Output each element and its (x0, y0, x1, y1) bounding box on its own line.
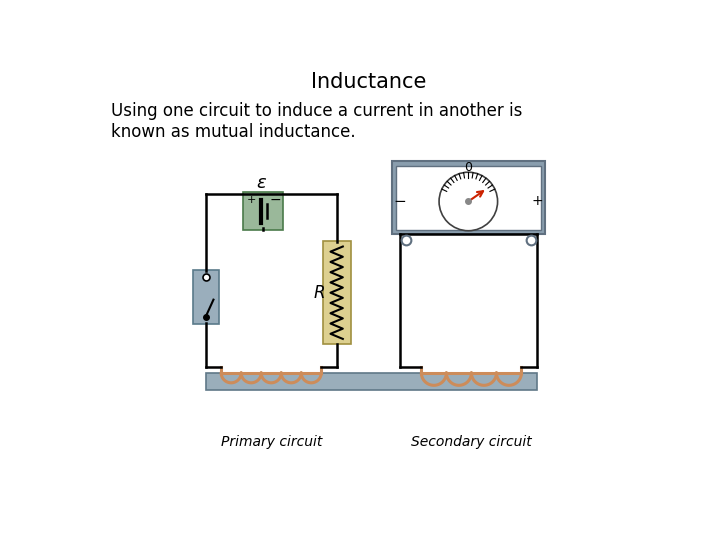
Bar (396, 166, 541, 231)
Text: ε: ε (256, 174, 266, 192)
Bar (206, 373, 537, 390)
FancyBboxPatch shape (193, 271, 219, 323)
Text: −: − (269, 193, 281, 207)
Bar (392, 161, 544, 234)
Text: Inductance: Inductance (311, 72, 427, 92)
FancyBboxPatch shape (243, 192, 283, 231)
Text: Primary circuit: Primary circuit (220, 435, 322, 449)
Circle shape (439, 172, 498, 231)
Text: 0: 0 (464, 161, 472, 174)
Text: Using one circuit to induce a current in another is
known as mutual inductance.: Using one circuit to induce a current in… (111, 102, 523, 140)
Text: +: + (247, 195, 256, 205)
Text: R: R (314, 284, 325, 302)
Text: −: − (393, 194, 406, 209)
Text: Secondary circuit: Secondary circuit (411, 435, 532, 449)
Text: +: + (531, 194, 543, 208)
FancyBboxPatch shape (323, 241, 351, 345)
